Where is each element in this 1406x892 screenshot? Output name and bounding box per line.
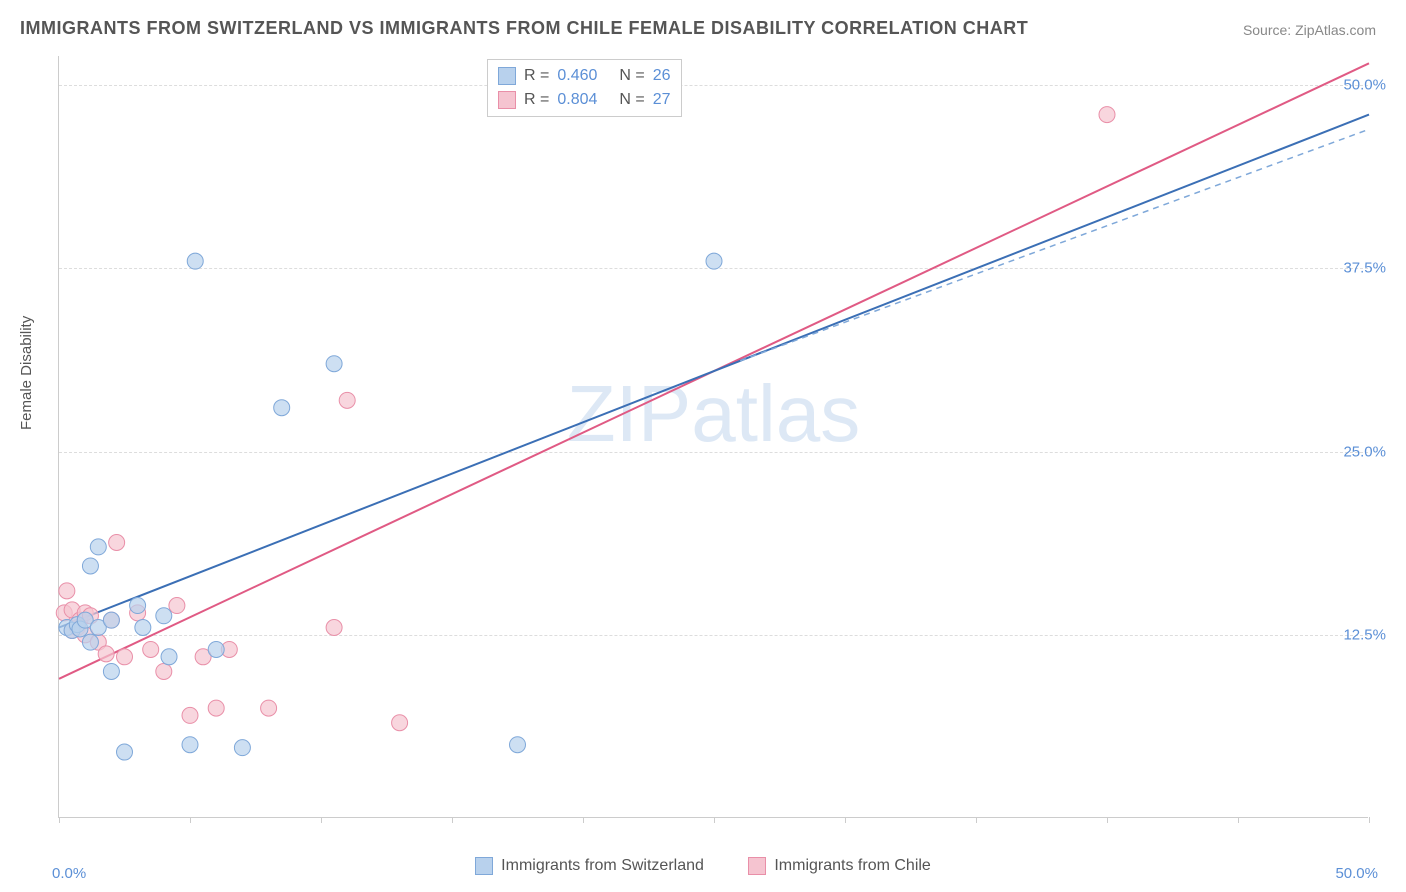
data-point [326,356,342,372]
data-point [103,612,119,628]
chart-title: IMMIGRANTS FROM SWITZERLAND VS IMMIGRANT… [20,18,1028,39]
data-point [182,707,198,723]
data-point [117,744,133,760]
x-tick [452,817,453,823]
trend-line [59,115,1369,628]
data-point [208,700,224,716]
legend-item-series2: Immigrants from Chile [748,857,930,875]
data-point [135,620,151,636]
x-tick [1238,817,1239,823]
data-point [156,663,172,679]
y-axis-label: Female Disability [18,316,35,430]
legend-label-series2: Immigrants from Chile [774,857,930,875]
chart-svg [59,56,1368,817]
data-point [169,598,185,614]
data-point [103,663,119,679]
data-point [109,535,125,551]
swatch-series1-icon [475,857,493,875]
data-point [90,539,106,555]
y-tick-label: 37.5% [1343,260,1386,277]
trend-line [740,129,1369,361]
data-point [261,700,277,716]
data-point [82,634,98,650]
data-point [130,598,146,614]
bottom-legend: Immigrants from Switzerland Immigrants f… [0,857,1406,880]
data-point [706,253,722,269]
data-point [182,737,198,753]
data-point [274,400,290,416]
swatch-series2-icon [748,857,766,875]
data-point [82,558,98,574]
x-tick [1369,817,1370,823]
plot-area: ZIPatlas R = 0.460 N = 26 R = 0.804 N = … [58,56,1368,818]
x-tick [321,817,322,823]
x-tick [1107,817,1108,823]
y-tick-label: 25.0% [1343,443,1386,460]
data-point [117,649,133,665]
y-tick-label: 50.0% [1343,77,1386,94]
legend-item-series1: Immigrants from Switzerland [475,857,704,875]
data-point [326,620,342,636]
legend-label-series1: Immigrants from Switzerland [501,857,704,875]
x-tick [845,817,846,823]
data-point [1099,107,1115,123]
data-point [234,740,250,756]
x-tick [583,817,584,823]
data-point [510,737,526,753]
data-point [98,646,114,662]
data-point [339,392,355,408]
y-tick-label: 12.5% [1343,626,1386,643]
data-point [143,641,159,657]
data-point [59,583,75,599]
data-point [156,608,172,624]
x-tick [714,817,715,823]
x-tick [190,817,191,823]
data-point [392,715,408,731]
source-attribution: Source: ZipAtlas.com [1243,22,1376,38]
x-tick [59,817,60,823]
data-point [187,253,203,269]
data-point [208,641,224,657]
data-point [161,649,177,665]
x-tick [976,817,977,823]
